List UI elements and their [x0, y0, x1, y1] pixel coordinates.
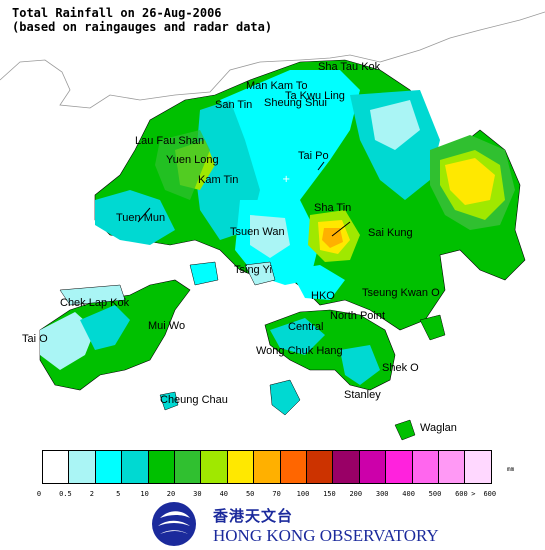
- legend-tick-label: 70: [272, 490, 281, 498]
- sha-tin-rain-max-inner: [322, 228, 343, 248]
- pale-east: [370, 100, 420, 150]
- label-mui-wo: Mui Wo: [148, 320, 186, 332]
- legend-swatch: [147, 450, 175, 484]
- observatory-logo-icon: [152, 502, 196, 546]
- logo-chinese-name: 香港天文台: [213, 507, 294, 525]
- mainland-coastline: [0, 11, 545, 109]
- light-green-yuen-long: [155, 130, 210, 200]
- tung-lung-islet: [419, 314, 446, 341]
- legend-swatch: [200, 450, 228, 484]
- label-sha-tin: Sha Tin: [314, 202, 352, 214]
- tai-po-marker: [317, 161, 325, 171]
- cyan-west: [95, 190, 175, 245]
- legend-swatch: [332, 450, 360, 484]
- label-tai-po: Tai Po: [298, 150, 329, 162]
- legend-swatch: [358, 450, 387, 484]
- label-sha-tau-kok: Sha Tau Kok: [318, 61, 381, 73]
- legend-tick-label: 600: [483, 490, 497, 498]
- lantau-north-islet: [189, 261, 219, 286]
- legend-swatch: [121, 450, 149, 484]
- legend-swatch: [94, 450, 123, 484]
- label-sheung-shui: Sheung Shui: [264, 97, 327, 109]
- legend-swatch: [68, 450, 96, 484]
- legend-swatch: [438, 450, 466, 484]
- map-title: Total Rainfall on 26-Aug-2006: [12, 6, 222, 20]
- legend-tick-label: 100: [296, 490, 310, 498]
- legend-swatch: [279, 450, 307, 484]
- legend-swatch: [42, 450, 70, 484]
- label-central: Central: [288, 321, 324, 333]
- label-hko: HKO: [311, 290, 335, 302]
- legend-tick-label: 300: [375, 490, 389, 498]
- label-sai-kung: Sai Kung: [368, 227, 413, 239]
- waglan-area-islet: [394, 419, 416, 441]
- label-waglan: Waglan: [420, 422, 457, 434]
- airport-platform: [59, 284, 126, 306]
- legend-tick-label: 20: [166, 490, 176, 498]
- legend-tick-label: 5: [116, 490, 121, 498]
- legend-tick-label: 400: [402, 490, 415, 498]
- tsing-yi-island: [244, 261, 276, 286]
- legend-tick-label: 600: [455, 490, 468, 498]
- legend-swatch: [385, 450, 413, 484]
- label-tai-o: Tai O: [22, 333, 48, 345]
- legend-tick-label: 0.5: [59, 490, 72, 498]
- label-stanley: Stanley: [344, 389, 381, 401]
- legend-tick-label: 150: [323, 490, 336, 498]
- legend-unit: mm: [507, 466, 515, 473]
- legend-tick-label: 50: [245, 490, 255, 498]
- kam-tin-marker: +: [282, 174, 290, 185]
- label-ta-kwu-ling: Ta Kwu Ling: [285, 90, 345, 102]
- legend-tick-label: 200: [349, 490, 363, 498]
- hk-island-teal: [270, 318, 325, 355]
- label-tsuen-wan: Tsuen Wan: [230, 226, 285, 238]
- lantau-mid-teal: [80, 305, 130, 350]
- label-north-point: North Point: [330, 310, 386, 322]
- label-yuen-long: Yuen Long: [166, 154, 219, 166]
- legend-tick-label: 2: [89, 490, 94, 498]
- label-tuen-mun: Tuen Mun: [116, 212, 166, 224]
- legend-tick-label: 40: [219, 490, 229, 498]
- lamma-island: [269, 379, 301, 416]
- tuen-mun-marker: [137, 207, 151, 223]
- legend-swatch: [306, 450, 334, 484]
- legend-swatch: [174, 450, 202, 484]
- label-shek-o: Shek O: [382, 362, 419, 374]
- label-tsing-yi: Tsing Yi: [234, 264, 272, 276]
- legend-tick-label: 30: [193, 490, 202, 498]
- legend-tick-label: >: [471, 490, 476, 498]
- cyan-harbour-shore: [290, 265, 345, 300]
- legend-tick-label: 500: [428, 490, 442, 498]
- hk-island-south: [340, 345, 380, 385]
- label-san-tin: San Tin: [215, 99, 253, 111]
- label-lau-fau-shan: Lau Fau Shan: [135, 135, 205, 147]
- legend-tick-label: 10: [140, 490, 149, 498]
- label-chek-lap-kok: Chek Lap Kok: [60, 297, 130, 309]
- label-cheung-chau: Cheung Chau: [160, 394, 228, 406]
- legend-swatch: [411, 450, 439, 484]
- label-kam-tin: Kam Tin: [198, 174, 239, 186]
- cheung-chau-island: [159, 391, 179, 411]
- lantau-west-cyan: [40, 312, 95, 370]
- pale-cyan-tsuen-wan: [250, 215, 290, 258]
- sha-tin-marker: [331, 221, 351, 237]
- legend-swatch: [226, 450, 255, 484]
- label-tseung-kwan-o: Tseung Kwan O: [362, 287, 440, 299]
- sai-kung-east-rain-max: [445, 158, 495, 205]
- label-man-kam-to: Man Kam To: [246, 80, 308, 92]
- rainfall-map: +: [0, 11, 545, 441]
- label-wong-chuk-hang: Wong Chuk Hang: [256, 345, 343, 357]
- legend-swatch: [253, 450, 281, 484]
- legend-swatch: [464, 450, 492, 484]
- map-subtitle: (based on raingauges and radar data): [12, 20, 273, 34]
- logo-english-name: HONG KONG OBSERVATORY: [213, 526, 439, 545]
- legend-tick-label: 0: [36, 490, 42, 498]
